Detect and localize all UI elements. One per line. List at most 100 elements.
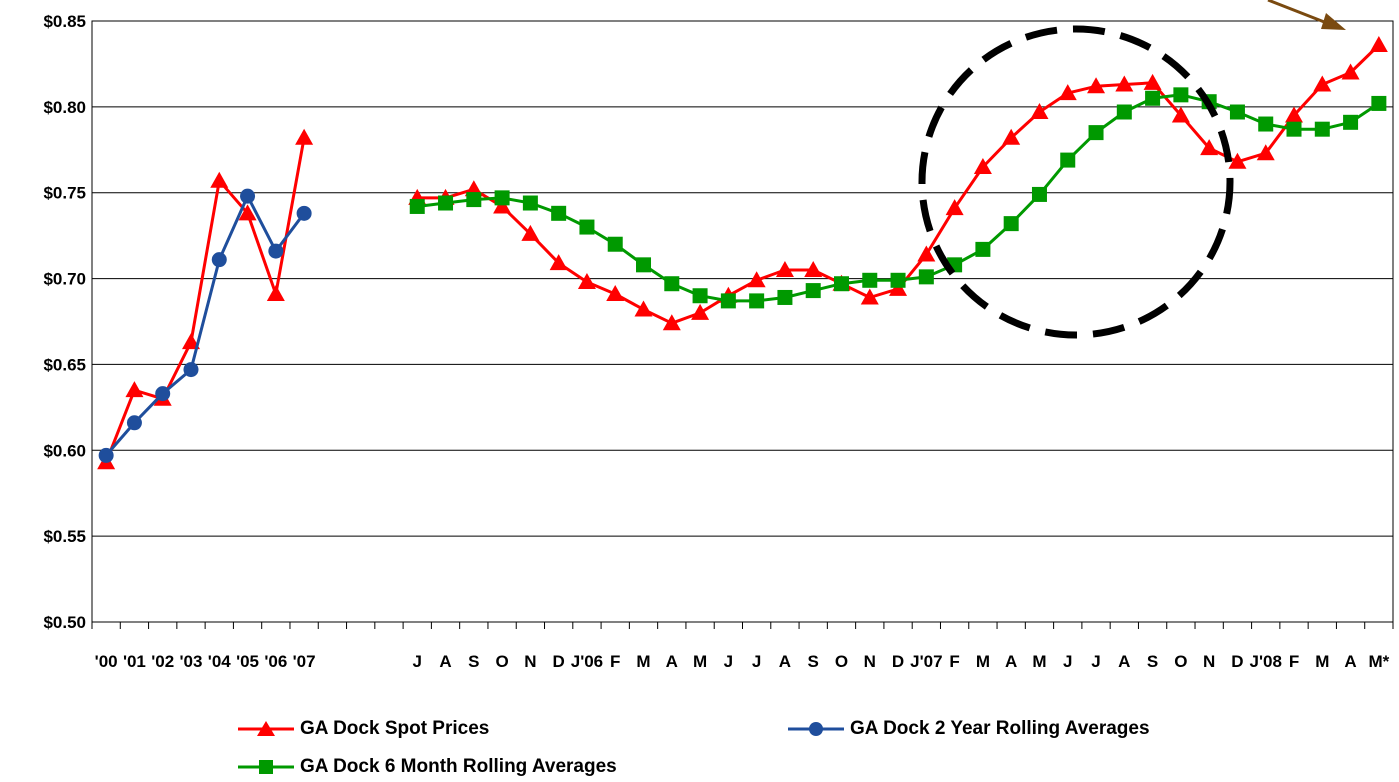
data-point-square bbox=[1371, 95, 1387, 111]
x-tick-label: J bbox=[1063, 652, 1072, 671]
y-tick-label: $0.80 bbox=[43, 98, 86, 117]
data-point-triangle bbox=[860, 288, 879, 305]
data-point-triangle bbox=[889, 279, 908, 296]
x-tick-label: M bbox=[1315, 652, 1329, 671]
data-point-triangle bbox=[1030, 103, 1049, 120]
data-point-triangle bbox=[1171, 106, 1190, 123]
x-tick-label: J'07 bbox=[910, 652, 942, 671]
x-tick-label: N bbox=[524, 652, 536, 671]
data-point-square bbox=[1116, 104, 1132, 120]
data-point-circle bbox=[183, 362, 199, 378]
circle-marker-icon bbox=[788, 722, 844, 736]
data-point-circle bbox=[211, 252, 227, 268]
data-point-square bbox=[1314, 121, 1330, 137]
data-point-triangle bbox=[1200, 139, 1219, 156]
legend-label-spot: GA Dock Spot Prices bbox=[300, 718, 490, 739]
x-tick-label: '01 bbox=[123, 652, 146, 671]
x-tick-label: N bbox=[1203, 652, 1215, 671]
x-tick-label: M bbox=[693, 652, 707, 671]
y-tick-label: $0.70 bbox=[43, 270, 86, 289]
data-point-triangle bbox=[1058, 84, 1077, 101]
x-tick-label: O bbox=[835, 652, 848, 671]
data-point-triangle bbox=[1115, 75, 1134, 92]
y-tick-label: $0.55 bbox=[43, 527, 86, 546]
x-tick-label: M bbox=[636, 652, 650, 671]
data-point-square bbox=[607, 236, 623, 252]
x-tick-label: A bbox=[779, 652, 791, 671]
square-marker-icon bbox=[238, 760, 294, 774]
data-point-square bbox=[1173, 87, 1189, 103]
data-point-square bbox=[692, 288, 708, 304]
data-point-square bbox=[466, 192, 482, 208]
data-point-square bbox=[890, 272, 906, 288]
x-tick-label: N bbox=[864, 652, 876, 671]
data-point-circle bbox=[296, 205, 312, 221]
series-1 bbox=[97, 36, 1388, 470]
series-layer bbox=[97, 36, 1388, 470]
data-point-square bbox=[975, 241, 991, 257]
highlight-dashed-circle bbox=[918, 25, 1234, 339]
data-point-square bbox=[1229, 104, 1245, 120]
data-point-square bbox=[409, 198, 425, 214]
x-tick-label: F bbox=[949, 652, 959, 671]
data-point-triangle bbox=[521, 224, 540, 241]
legend-item-six-month: GA Dock 6 Month Rolling Averages bbox=[238, 756, 617, 778]
data-point-square bbox=[918, 269, 934, 285]
data-point-circle bbox=[98, 447, 114, 463]
axes bbox=[91, 20, 1394, 629]
data-point-square bbox=[438, 195, 454, 211]
data-point-square bbox=[1088, 125, 1104, 141]
data-point-triangle bbox=[1002, 128, 1021, 145]
series-2 bbox=[98, 188, 312, 463]
x-tick-label: O bbox=[495, 652, 508, 671]
data-point-triangle bbox=[662, 314, 681, 331]
data-point-square bbox=[636, 257, 652, 273]
data-point-square bbox=[833, 276, 849, 292]
data-point-triangle bbox=[1256, 144, 1275, 161]
data-point-triangle bbox=[945, 199, 964, 216]
data-point-square bbox=[862, 272, 878, 288]
data-point-triangle bbox=[549, 254, 568, 271]
data-point-square bbox=[664, 276, 680, 292]
data-point-triangle bbox=[266, 285, 285, 302]
x-tick-label: A bbox=[666, 652, 678, 671]
data-point-square bbox=[1060, 152, 1076, 168]
data-point-square bbox=[1343, 114, 1359, 130]
legend-item-spot: GA Dock Spot Prices bbox=[238, 718, 489, 740]
x-tick-labels: '00'01'02'03'04'05'06'07 J A S O N D J'06 F M A M J J… bbox=[95, 652, 1390, 671]
x-tick-label: J'08 bbox=[1250, 652, 1282, 671]
data-point-square bbox=[805, 283, 821, 299]
data-point-triangle bbox=[125, 381, 144, 398]
x-tick-label: '03 bbox=[180, 652, 203, 671]
data-point-square bbox=[777, 289, 793, 305]
x-tick-label: F bbox=[610, 652, 620, 671]
data-point-triangle bbox=[606, 285, 625, 302]
x-tick-label: J'06 bbox=[571, 652, 603, 671]
y-tick-label: $0.60 bbox=[43, 441, 86, 460]
data-point-triangle bbox=[973, 157, 992, 174]
x-tick-label: O bbox=[1174, 652, 1187, 671]
data-point-square bbox=[1031, 186, 1047, 202]
data-point-triangle bbox=[1087, 77, 1106, 94]
x-tick-label: '04 bbox=[208, 652, 231, 671]
data-point-triangle bbox=[775, 260, 794, 277]
data-point-triangle bbox=[1285, 106, 1304, 123]
series-3 bbox=[409, 87, 1387, 309]
x-tick-label: '05 bbox=[236, 652, 259, 671]
data-point-square bbox=[522, 195, 538, 211]
data-point-square bbox=[494, 190, 510, 206]
x-tick-label: D bbox=[553, 652, 565, 671]
y-tick-label: $0.85 bbox=[43, 12, 86, 31]
data-point-triangle bbox=[1143, 73, 1162, 90]
triangle-marker-icon bbox=[238, 721, 294, 736]
legend-label-six-month: GA Dock 6 Month Rolling Averages bbox=[300, 756, 617, 777]
data-point-square bbox=[579, 219, 595, 235]
x-tick-label: F bbox=[1289, 652, 1299, 671]
x-tick-label: A bbox=[439, 652, 451, 671]
data-point-square bbox=[720, 293, 736, 309]
data-point-triangle bbox=[1313, 75, 1332, 92]
data-point-triangle bbox=[238, 204, 257, 221]
chart: $0.85 $0.80 $0.75 $0.70 $0.65 $0.60 $0.55 $0.50… bbox=[43, 0, 1394, 671]
x-tick-label: '02 bbox=[151, 652, 174, 671]
data-point-triangle bbox=[210, 171, 229, 188]
